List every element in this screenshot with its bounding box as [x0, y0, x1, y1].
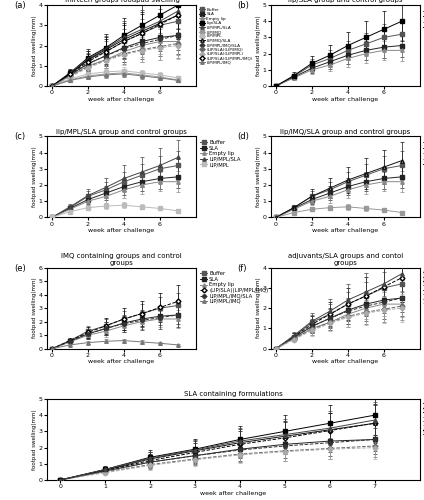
X-axis label: week after challenge: week after challenge [312, 359, 378, 364]
X-axis label: week after challenge: week after challenge [88, 359, 154, 364]
X-axis label: week after challenge: week after challenge [312, 228, 378, 233]
Text: (b): (b) [238, 1, 250, 10]
Legend: LIP/SLA+LIP/MPL/IMQ, SLA, LIP/IMQ/SLA, LIP/MPL/IMQ/SLA, LIP/SLA+LIP/IMQ, LIP/SLA: LIP/SLA+LIP/MPL/IMQ, SLA, LIP/IMQ/SLA, L… [422, 401, 424, 438]
Legend: Buffer, SLA, Empty lip, Lip/SLA, LIP/MPL/SLA, LIP/IMQ, LIP/MPL, LIP/IMQ/SLA, LIP: Buffer, SLA, Empty lip, Lip/SLA, LIP/MPL… [198, 7, 254, 66]
Title: SLA containing formulations: SLA containing formulations [184, 391, 282, 397]
Title: lip/SLA group and control groups: lip/SLA group and control groups [288, 0, 402, 3]
Legend: Buffer, SLA, Empty lip, LIP/IMQ, LIP/IMQ/SLA: Buffer, SLA, Empty lip, LIP/IMQ, LIP/IMQ… [422, 139, 424, 168]
Legend: Buffer, LIP/SLA+LIP/MPL/IMQ, SLA, Empty lip, LIP/MPL/SLA, LIP/MPL/IMQ/SLA, LIP/S: Buffer, LIP/SLA+LIP/MPL/IMQ, SLA, Empty … [422, 270, 424, 306]
Y-axis label: footpad swelling(mm): footpad swelling(mm) [256, 15, 261, 76]
Y-axis label: footpad swelling(mm): footpad swelling(mm) [256, 146, 261, 207]
X-axis label: week after challenge: week after challenge [88, 96, 154, 102]
Y-axis label: footpad swelling(mm): footpad swelling(mm) [256, 278, 261, 338]
Title: adjuvants/SLA groups and contol
groups: adjuvants/SLA groups and contol groups [287, 253, 403, 266]
Title: lip/MPL/SLA group and control groups: lip/MPL/SLA group and control groups [56, 128, 187, 134]
Y-axis label: footpad swelling(mm): footpad swelling(mm) [32, 146, 37, 207]
Text: (c): (c) [14, 132, 25, 141]
X-axis label: week after challenge: week after challenge [200, 490, 266, 496]
Title: lip/IMQ/SLA group and control groups: lip/IMQ/SLA group and control groups [280, 128, 410, 134]
Y-axis label: footpad swelling(mm): footpad swelling(mm) [32, 409, 37, 470]
Y-axis label: footpad swelling(mm): footpad swelling(mm) [32, 278, 37, 338]
Legend: Buffer, SLA, Empty lip, (LIP/SLA)(LIP/MPL/IMQ), LIP/MPL/IMQ/SLA, LIP/MPL/IMQ: Buffer, SLA, Empty lip, (LIP/SLA)(LIP/MP… [198, 270, 269, 305]
X-axis label: week after challenge: week after challenge [312, 96, 378, 102]
Y-axis label: footpad swelling(mm): footpad swelling(mm) [32, 15, 37, 76]
Text: (f): (f) [238, 264, 247, 272]
Legend: Buffer, SLA, Empty lip, LIP/MPL/SLA, LIP/MPL: Buffer, SLA, Empty lip, LIP/MPL/SLA, LIP… [198, 139, 242, 168]
Text: (d): (d) [238, 132, 250, 141]
X-axis label: week after challenge: week after challenge [88, 228, 154, 233]
Text: (e): (e) [14, 264, 25, 272]
Title: IMQ containing groups and control
groups: IMQ containing groups and control groups [61, 253, 181, 266]
Text: (a): (a) [14, 1, 25, 10]
Legend: Buffer, SLA, Empty lip, Lip/SLA: Buffer, SLA, Empty lip, Lip/SLA [422, 8, 424, 32]
Title: Thirteen groups foodpad swelling: Thirteen groups foodpad swelling [63, 0, 180, 3]
